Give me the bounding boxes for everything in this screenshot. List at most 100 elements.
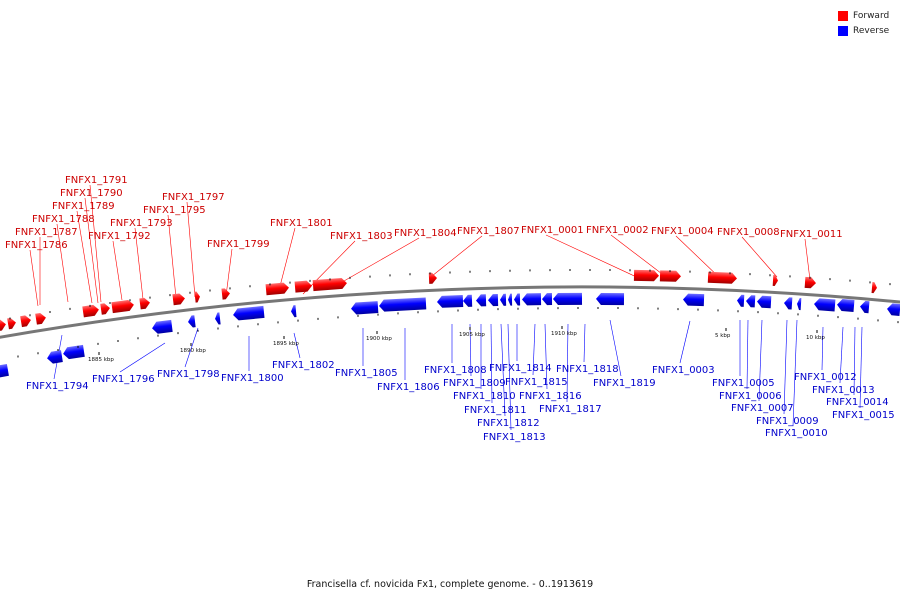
leader-line-fnfx1_1793 xyxy=(134,227,144,300)
gene-label-fnfx1_1809: FNFX1_1809 xyxy=(443,378,506,389)
forward-gene-arrow-21 xyxy=(871,282,877,294)
gene-label-fnfx1_1810: FNFX1_1810 xyxy=(453,391,516,402)
scale-tick-label: 1895 kbp xyxy=(273,341,299,347)
reverse-gene-arrow-20 xyxy=(553,292,583,305)
gene-label-fnfx1_1802: FNFX1_1802 xyxy=(272,360,335,371)
reverse-gene-arrow-11 xyxy=(437,294,464,308)
gene-label-fnfx1_1800: FNFX1_1800 xyxy=(221,373,284,384)
gene-label-fnfx1_1789: FNFX1_1789 xyxy=(52,201,115,212)
leader-line-fnfx1_1804 xyxy=(329,237,420,290)
gene-label-fnfx1_0006: FNFX1_0006 xyxy=(719,391,782,402)
forward-gene-arrow-18 xyxy=(707,271,737,284)
forward-gene-arrow-4 xyxy=(35,312,46,325)
leader-line-fnfx1_0010 xyxy=(792,319,798,427)
leader-line-fnfx1_0012 xyxy=(821,326,824,371)
gene-label-fnfx1_1794: FNFX1_1794 xyxy=(26,381,89,392)
leader-line-fnfx1_1809 xyxy=(469,323,472,377)
gene-label-fnfx1_1801: FNFX1_1801 xyxy=(270,218,333,229)
gene-label-fnfx1_0001: FNFX1_0001 xyxy=(521,225,584,236)
reverse-gene-arrow-28 xyxy=(814,298,836,312)
gene-label-fnfx1_0012: FNFX1_0012 xyxy=(794,372,857,383)
gene-label-fnfx1_1807: FNFX1_1807 xyxy=(457,226,520,237)
genome-backbone xyxy=(0,285,900,339)
gene-label-fnfx1_1813: FNFX1_1813 xyxy=(483,432,546,443)
reverse-gene-arrow-5 xyxy=(188,315,196,328)
legend-swatch-forward xyxy=(838,11,848,21)
reverse-gene-arrow-2 xyxy=(47,350,63,364)
forward-gene-arrow-8 xyxy=(139,297,150,310)
leader-line-fnfx1_0013 xyxy=(839,326,844,384)
reverse-gene-arrow-18 xyxy=(522,293,542,306)
reverse-gene-arrow-6 xyxy=(215,312,221,325)
gene-label-fnfx1_0004: FNFX1_0004 xyxy=(651,226,714,237)
gene-label-fnfx1_1799: FNFX1_1799 xyxy=(207,239,270,250)
leader-line-fnfx1_1819 xyxy=(609,319,622,377)
leader-line-fnfx1_1815 xyxy=(532,323,536,376)
leader-line-fnfx1_1799 xyxy=(225,248,233,297)
forward-gene-arrow-20 xyxy=(804,276,816,289)
gene-label-fnfx1_1788: FNFX1_1788 xyxy=(32,214,95,225)
leader-line-fnfx1_1811 xyxy=(490,323,493,404)
reverse-gene-arrow-9 xyxy=(351,301,379,315)
reverse-gene-arrow-23 xyxy=(737,294,745,307)
forward-gene-arrow-1 xyxy=(0,319,6,332)
gene-label-fnfx1_1797: FNFX1_1797 xyxy=(162,192,225,203)
gene-label-fnfx1_1811: FNFX1_1811 xyxy=(464,405,527,416)
forward-gene-arrow-16 xyxy=(633,269,659,282)
reverse-gene-arrow-7 xyxy=(233,305,265,321)
scale-tick-label: 1885 kbp xyxy=(88,357,114,363)
scale-tick-label: 1900 kbp xyxy=(366,336,392,342)
leader-line-fnfx1_1795 xyxy=(167,214,177,299)
legend-label-forward: Forward xyxy=(853,11,890,21)
leader-line-fnfx1_1803 xyxy=(302,240,356,295)
forward-gene-arrow-15 xyxy=(428,272,437,284)
scale-tick-label: 10 kbp xyxy=(806,335,825,341)
reverse-gene-arrow-8 xyxy=(291,305,297,318)
gene-label-fnfx1_0003: FNFX1_0003 xyxy=(652,365,715,376)
gene-label-fnfx1_1793: FNFX1_1793 xyxy=(110,218,173,229)
leader-line-fnfx1_0015 xyxy=(859,326,863,409)
forward-gene-arrow-3 xyxy=(20,315,31,328)
legend-label-reverse: Reverse xyxy=(853,26,890,36)
gene-label-fnfx1_0011: FNFX1_0011 xyxy=(780,229,843,240)
reverse-gene-arrow-24 xyxy=(746,295,756,308)
legend: Forward Reverse xyxy=(838,9,889,39)
forward-gene-arrow-2 xyxy=(7,317,16,330)
reverse-gene-arrow-19 xyxy=(542,293,553,306)
leader-line-fnfx1_1792 xyxy=(112,240,123,301)
reverse-gene-arrow-27 xyxy=(797,298,802,311)
leader-line-fnfx1_0006 xyxy=(746,319,749,390)
gene-label-fnfx1_0015: FNFX1_0015 xyxy=(832,410,895,421)
reverse-gene-arrow-12 xyxy=(463,294,473,307)
gene-label-fnfx1_1803: FNFX1_1803 xyxy=(330,231,393,242)
gene-label-fnfx1_1790: FNFX1_1790 xyxy=(60,188,123,199)
reverse-gene-arrow-17 xyxy=(514,293,521,306)
legend-item-forward: Forward xyxy=(838,9,889,23)
forward-gene-arrow-14 xyxy=(312,277,347,292)
gene-label-fnfx1_1791: FNFX1_1791 xyxy=(65,175,128,186)
forward-gene-arrow-9 xyxy=(172,293,185,306)
reverse-gene-arrow-26 xyxy=(784,297,793,310)
scale-tick-label: 5 kbp xyxy=(715,333,731,339)
gene-label-fnfx1_0005: FNFX1_0005 xyxy=(712,378,775,389)
leader-line-fnfx1_0003 xyxy=(679,320,691,364)
reverse-gene-arrow-3 xyxy=(63,344,85,360)
gene-label-fnfx1_1806: FNFX1_1806 xyxy=(377,382,440,393)
gene-label-fnfx1_1818: FNFX1_1818 xyxy=(556,364,619,375)
gene-label-fnfx1_0002: FNFX1_0002 xyxy=(586,225,649,236)
gene-label-fnfx1_1815: FNFX1_1815 xyxy=(505,377,568,388)
gene-label-fnfx1_0009: FNFX1_0009 xyxy=(756,416,819,427)
forward-gene-arrow-19 xyxy=(772,274,778,286)
reverse-gene-arrow-25 xyxy=(757,295,772,309)
reverse-gene-arrow-1 xyxy=(0,363,9,378)
gene-label-fnfx1_1805: FNFX1_1805 xyxy=(335,368,398,379)
reverse-gene-arrow-21 xyxy=(596,292,625,306)
reverse-gene-arrow-29 xyxy=(837,299,855,312)
gene-label-fnfx1_1819: FNFX1_1819 xyxy=(593,378,656,389)
gene-label-fnfx1_0014: FNFX1_0014 xyxy=(826,397,889,408)
leader-line-fnfx1_1789 xyxy=(76,210,93,304)
scale-tick-label: 1890 kbp xyxy=(180,348,206,354)
leader-line-fnfx1_0009 xyxy=(783,319,788,415)
leader-line-fnfx1_1791 xyxy=(89,184,102,303)
